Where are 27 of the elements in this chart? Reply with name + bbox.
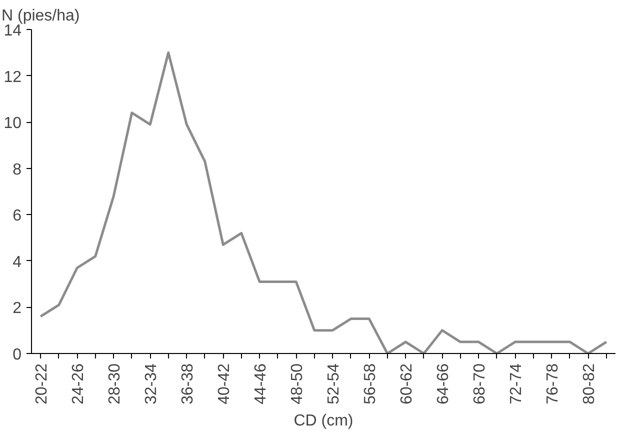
x-tick-label: 60-62 xyxy=(398,363,416,404)
y-axis-title: N (pies/ha) xyxy=(2,8,80,24)
y-tick-label: 6 xyxy=(12,208,22,225)
y-tick-label: 0 xyxy=(12,346,22,364)
x-tick-label: 32-34 xyxy=(143,363,160,404)
x-tick-label: 20-22 xyxy=(34,363,51,404)
x-tick-label: 56-58 xyxy=(362,363,380,404)
y-tick-label: 10 xyxy=(4,115,22,132)
y-tick-label: 8 xyxy=(12,161,22,178)
y-tick-label: 4 xyxy=(12,254,22,271)
x-tick-label: 76-78 xyxy=(544,363,562,404)
x-tick-label: 52-54 xyxy=(326,363,343,404)
x-tick-label: 64-66 xyxy=(435,363,452,404)
x-tick-label: 24-26 xyxy=(70,363,88,404)
x-axis-title: CD (cm) xyxy=(294,412,354,430)
x-tick-label: 36-38 xyxy=(180,363,197,404)
x-tick-label: 40-42 xyxy=(216,363,234,404)
line-series xyxy=(39,51,608,354)
x-tick-label: 44-46 xyxy=(252,363,270,404)
x-tick-label: 68-70 xyxy=(472,363,489,404)
x-tick-label: 72-74 xyxy=(508,363,526,404)
x-tick-label: 28-30 xyxy=(106,363,124,404)
x-tick-label: 80-82 xyxy=(581,363,598,404)
y-tick-label: 14 xyxy=(4,22,22,40)
y-tick-label: 2 xyxy=(12,300,22,318)
x-tick-label: 48-50 xyxy=(289,363,306,404)
y-tick-label: 12 xyxy=(4,68,22,86)
